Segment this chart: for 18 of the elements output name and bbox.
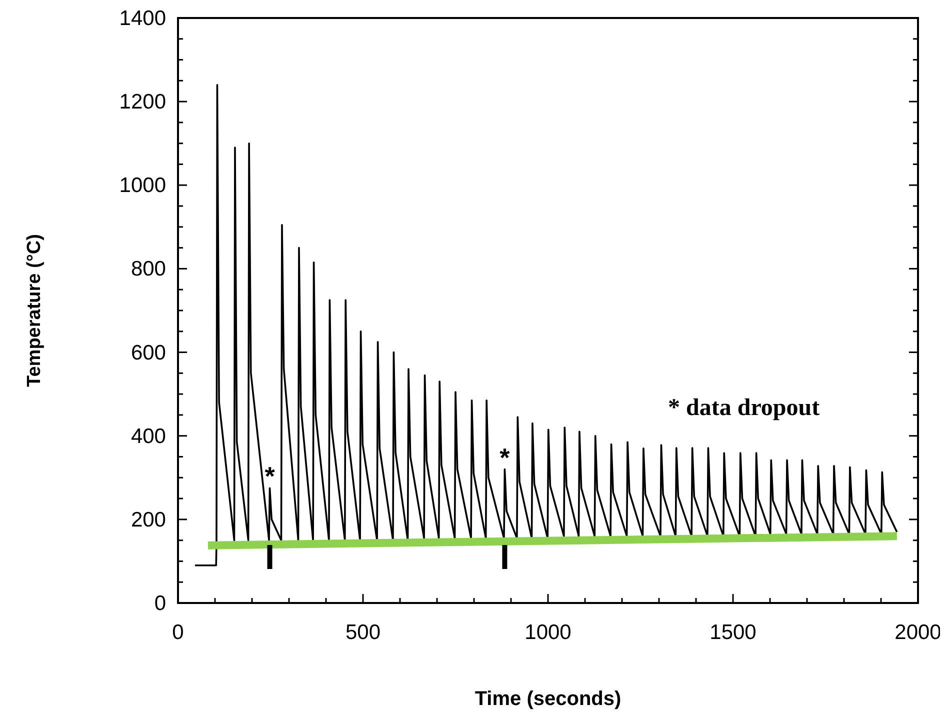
- annotation: * data dropout: [668, 395, 820, 421]
- y-tick-label: 800: [130, 258, 166, 281]
- annotation: *: [500, 442, 511, 472]
- y-axis-title: Temperature (°C): [24, 234, 45, 387]
- x-axis-title: Time (seconds): [474, 688, 622, 710]
- line-series: [194, 84, 898, 566]
- y-tick-label: 1400: [119, 7, 166, 30]
- x-tick-label: 500: [345, 621, 381, 644]
- x-tick-label: 0: [172, 621, 184, 644]
- y-tick-label: 400: [130, 424, 166, 448]
- y-tick-label: 200: [130, 508, 166, 532]
- y-tick-label: 0: [154, 592, 166, 615]
- annotation: *: [264, 461, 276, 492]
- y-tick-label: 1200: [119, 90, 166, 114]
- y-tick-label: 1000: [119, 174, 166, 198]
- x-tick-label: 1000: [524, 621, 572, 644]
- y-tick-label: 600: [130, 341, 166, 364]
- x-tick-label: 1500: [710, 621, 756, 644]
